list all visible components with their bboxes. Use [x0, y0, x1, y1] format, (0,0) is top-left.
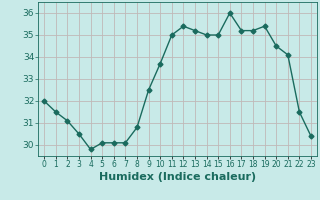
X-axis label: Humidex (Indice chaleur): Humidex (Indice chaleur) [99, 172, 256, 182]
